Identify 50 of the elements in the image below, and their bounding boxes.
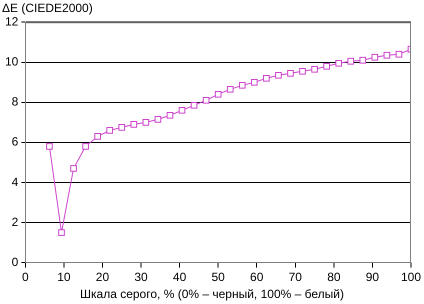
- point: [142, 119, 150, 126]
- point: [214, 90, 222, 98]
- point: [287, 70, 294, 77]
- y-tick-label: 8: [12, 94, 19, 109]
- x-tick-label: 80: [327, 270, 341, 284]
- point: [154, 116, 162, 123]
- x-tick-label: 50: [211, 270, 226, 284]
- y-tick-label: 2: [12, 214, 19, 229]
- point: [323, 62, 330, 70]
- x-tick-label: 20: [96, 270, 110, 284]
- x-tick-label: 10: [57, 270, 71, 284]
- point: [226, 86, 234, 93]
- point: [275, 72, 282, 79]
- y-tick-label: 0: [12, 254, 19, 269]
- point: [347, 58, 354, 65]
- x-tick-label: 90: [366, 270, 380, 284]
- point: [384, 52, 390, 59]
- x-tick-label: 60: [250, 270, 264, 284]
- y-tick-label: 6: [12, 134, 19, 149]
- point: [178, 107, 186, 114]
- x-axis-title: Шкала серого, % (0% – черный, 100% – белый): [79, 287, 345, 301]
- point: [311, 66, 318, 73]
- x-tick-label: 70: [288, 270, 302, 284]
- point: [46, 143, 53, 150]
- point: [166, 112, 174, 119]
- point: [263, 74, 270, 82]
- point: [396, 50, 402, 58]
- y-tick-label: 10: [4, 54, 19, 69]
- point: [335, 60, 342, 67]
- point: [58, 229, 65, 236]
- y-axis-title: ΔE (CIEDE2000): [2, 1, 93, 15]
- point: [202, 97, 210, 104]
- point: [190, 102, 198, 109]
- x-tick-label: 30: [134, 270, 148, 284]
- point: [118, 124, 126, 131]
- point: [250, 78, 258, 86]
- point: [359, 56, 366, 64]
- y-tick-label: 12: [4, 14, 19, 29]
- y-tick-label: 4: [12, 174, 19, 189]
- point: [82, 143, 89, 150]
- x-tick-label: 0: [22, 270, 30, 284]
- x-tick-label: 100: [400, 270, 422, 284]
- point: [238, 82, 246, 89]
- point: [299, 68, 306, 75]
- point: [94, 133, 101, 140]
- point: [70, 165, 77, 172]
- point: [372, 54, 378, 61]
- point: [130, 121, 138, 128]
- point: [106, 127, 114, 134]
- x-tick-label: 40: [172, 270, 187, 284]
